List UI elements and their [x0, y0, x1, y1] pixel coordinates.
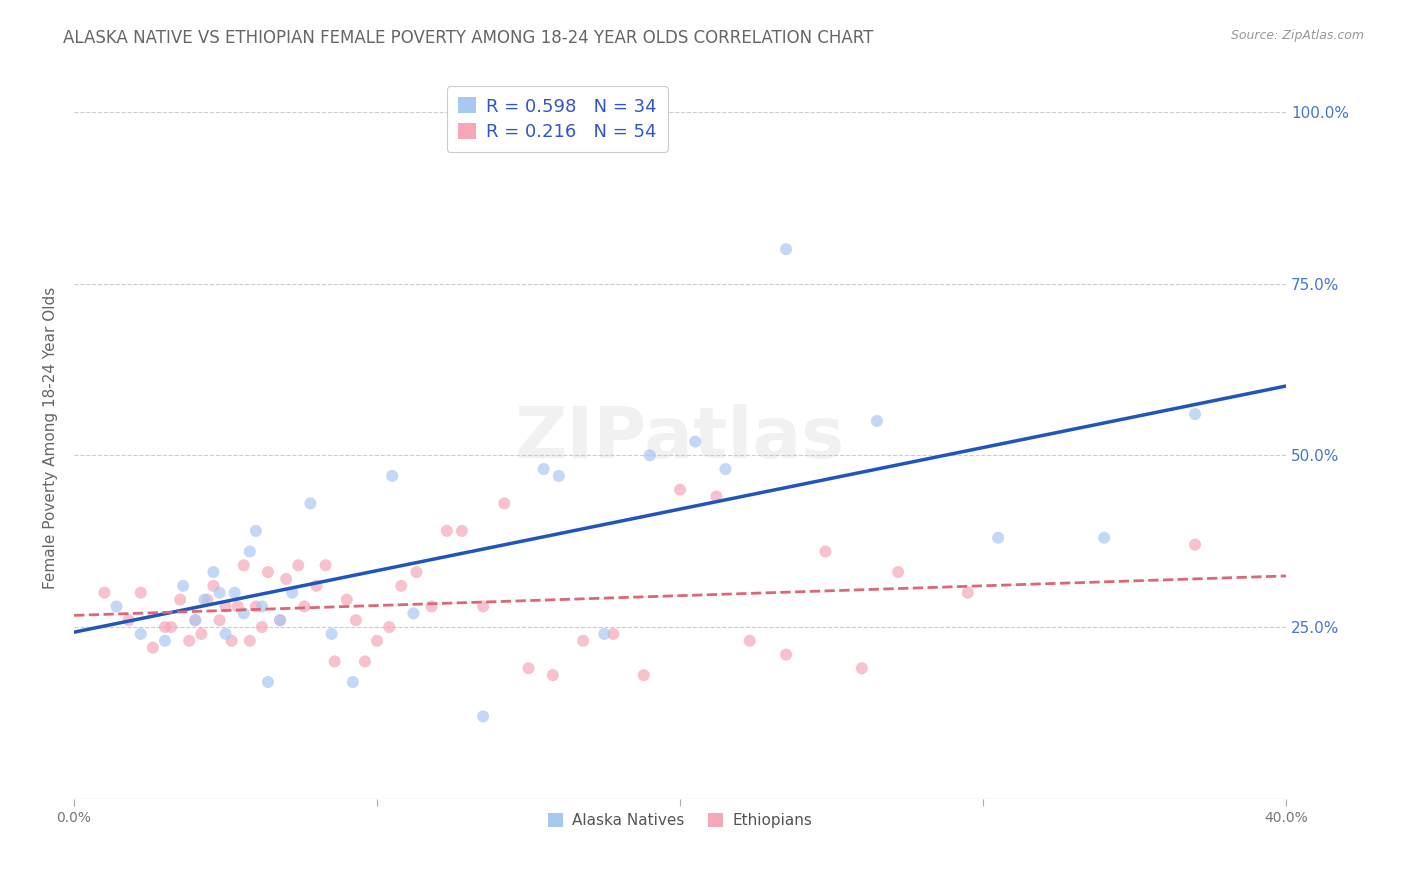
Point [323, 655, 346, 669]
Point [420, 599, 443, 614]
Point [257, 565, 280, 579]
Point [866, 414, 889, 428]
Point [153, 620, 176, 634]
Point [405, 565, 427, 579]
Point [257, 675, 280, 690]
Point [1092, 531, 1115, 545]
Point [366, 633, 388, 648]
Point [602, 627, 624, 641]
Point [494, 496, 516, 510]
Text: Source: ZipAtlas.com: Source: ZipAtlas.com [1230, 29, 1364, 42]
Point [344, 613, 367, 627]
Point [179, 633, 201, 648]
Point [287, 558, 309, 573]
Point [321, 627, 343, 641]
Point [281, 585, 304, 599]
Point [572, 633, 595, 648]
Point [208, 613, 231, 627]
Point [336, 592, 359, 607]
Legend: Alaska Natives, Ethiopians: Alaska Natives, Ethiopians [541, 807, 818, 835]
Point [202, 565, 225, 579]
Point [184, 613, 207, 627]
Point [226, 599, 249, 614]
Point [250, 599, 273, 614]
Point [172, 579, 194, 593]
Point [381, 469, 404, 483]
Point [378, 620, 401, 634]
Point [276, 572, 298, 586]
Point [851, 661, 873, 675]
Point [683, 434, 706, 449]
Point [269, 613, 291, 627]
Point [214, 599, 236, 614]
Point [105, 599, 128, 614]
Point [887, 565, 910, 579]
Point [354, 655, 377, 669]
Point [987, 531, 1010, 545]
Point [250, 620, 273, 634]
Point [299, 496, 322, 510]
Point [117, 613, 139, 627]
Point [292, 599, 315, 614]
Point [193, 592, 215, 607]
Point [638, 448, 661, 462]
Point [714, 462, 737, 476]
Point [190, 627, 212, 641]
Point [814, 544, 837, 558]
Point [547, 469, 569, 483]
Point [184, 613, 207, 627]
Point [342, 675, 364, 690]
Y-axis label: Female Poverty Among 18-24 Year Olds: Female Poverty Among 18-24 Year Olds [44, 287, 58, 590]
Point [202, 579, 225, 593]
Point [472, 599, 495, 614]
Point [738, 633, 761, 648]
Point [593, 627, 616, 641]
Text: ALASKA NATIVE VS ETHIOPIAN FEMALE POVERTY AMONG 18-24 YEAR OLDS CORRELATION CHAR: ALASKA NATIVE VS ETHIOPIAN FEMALE POVERT… [63, 29, 873, 46]
Point [245, 524, 267, 538]
Point [224, 585, 246, 599]
Point [169, 592, 191, 607]
Point [232, 607, 254, 621]
Point [775, 648, 797, 662]
Point [221, 633, 243, 648]
Point [451, 524, 474, 538]
Point [245, 599, 267, 614]
Point [239, 633, 262, 648]
Point [706, 490, 728, 504]
Point [533, 462, 555, 476]
Point [315, 558, 337, 573]
Point [197, 592, 219, 607]
Point [436, 524, 458, 538]
Point [269, 613, 291, 627]
Point [633, 668, 655, 682]
Point [93, 585, 115, 599]
Point [402, 607, 425, 621]
Point [517, 661, 540, 675]
Point [160, 620, 183, 634]
Point [129, 627, 152, 641]
Point [669, 483, 692, 497]
Point [472, 709, 495, 723]
Text: ZIPatlas: ZIPatlas [515, 404, 845, 473]
Point [142, 640, 165, 655]
Point [956, 585, 979, 599]
Point [775, 242, 797, 256]
Point [389, 579, 412, 593]
Point [208, 585, 231, 599]
Point [1184, 538, 1206, 552]
Point [129, 585, 152, 599]
Point [305, 579, 328, 593]
Point [214, 627, 236, 641]
Point [239, 544, 262, 558]
Point [232, 558, 254, 573]
Point [153, 633, 176, 648]
Point [1184, 407, 1206, 421]
Point [541, 668, 564, 682]
